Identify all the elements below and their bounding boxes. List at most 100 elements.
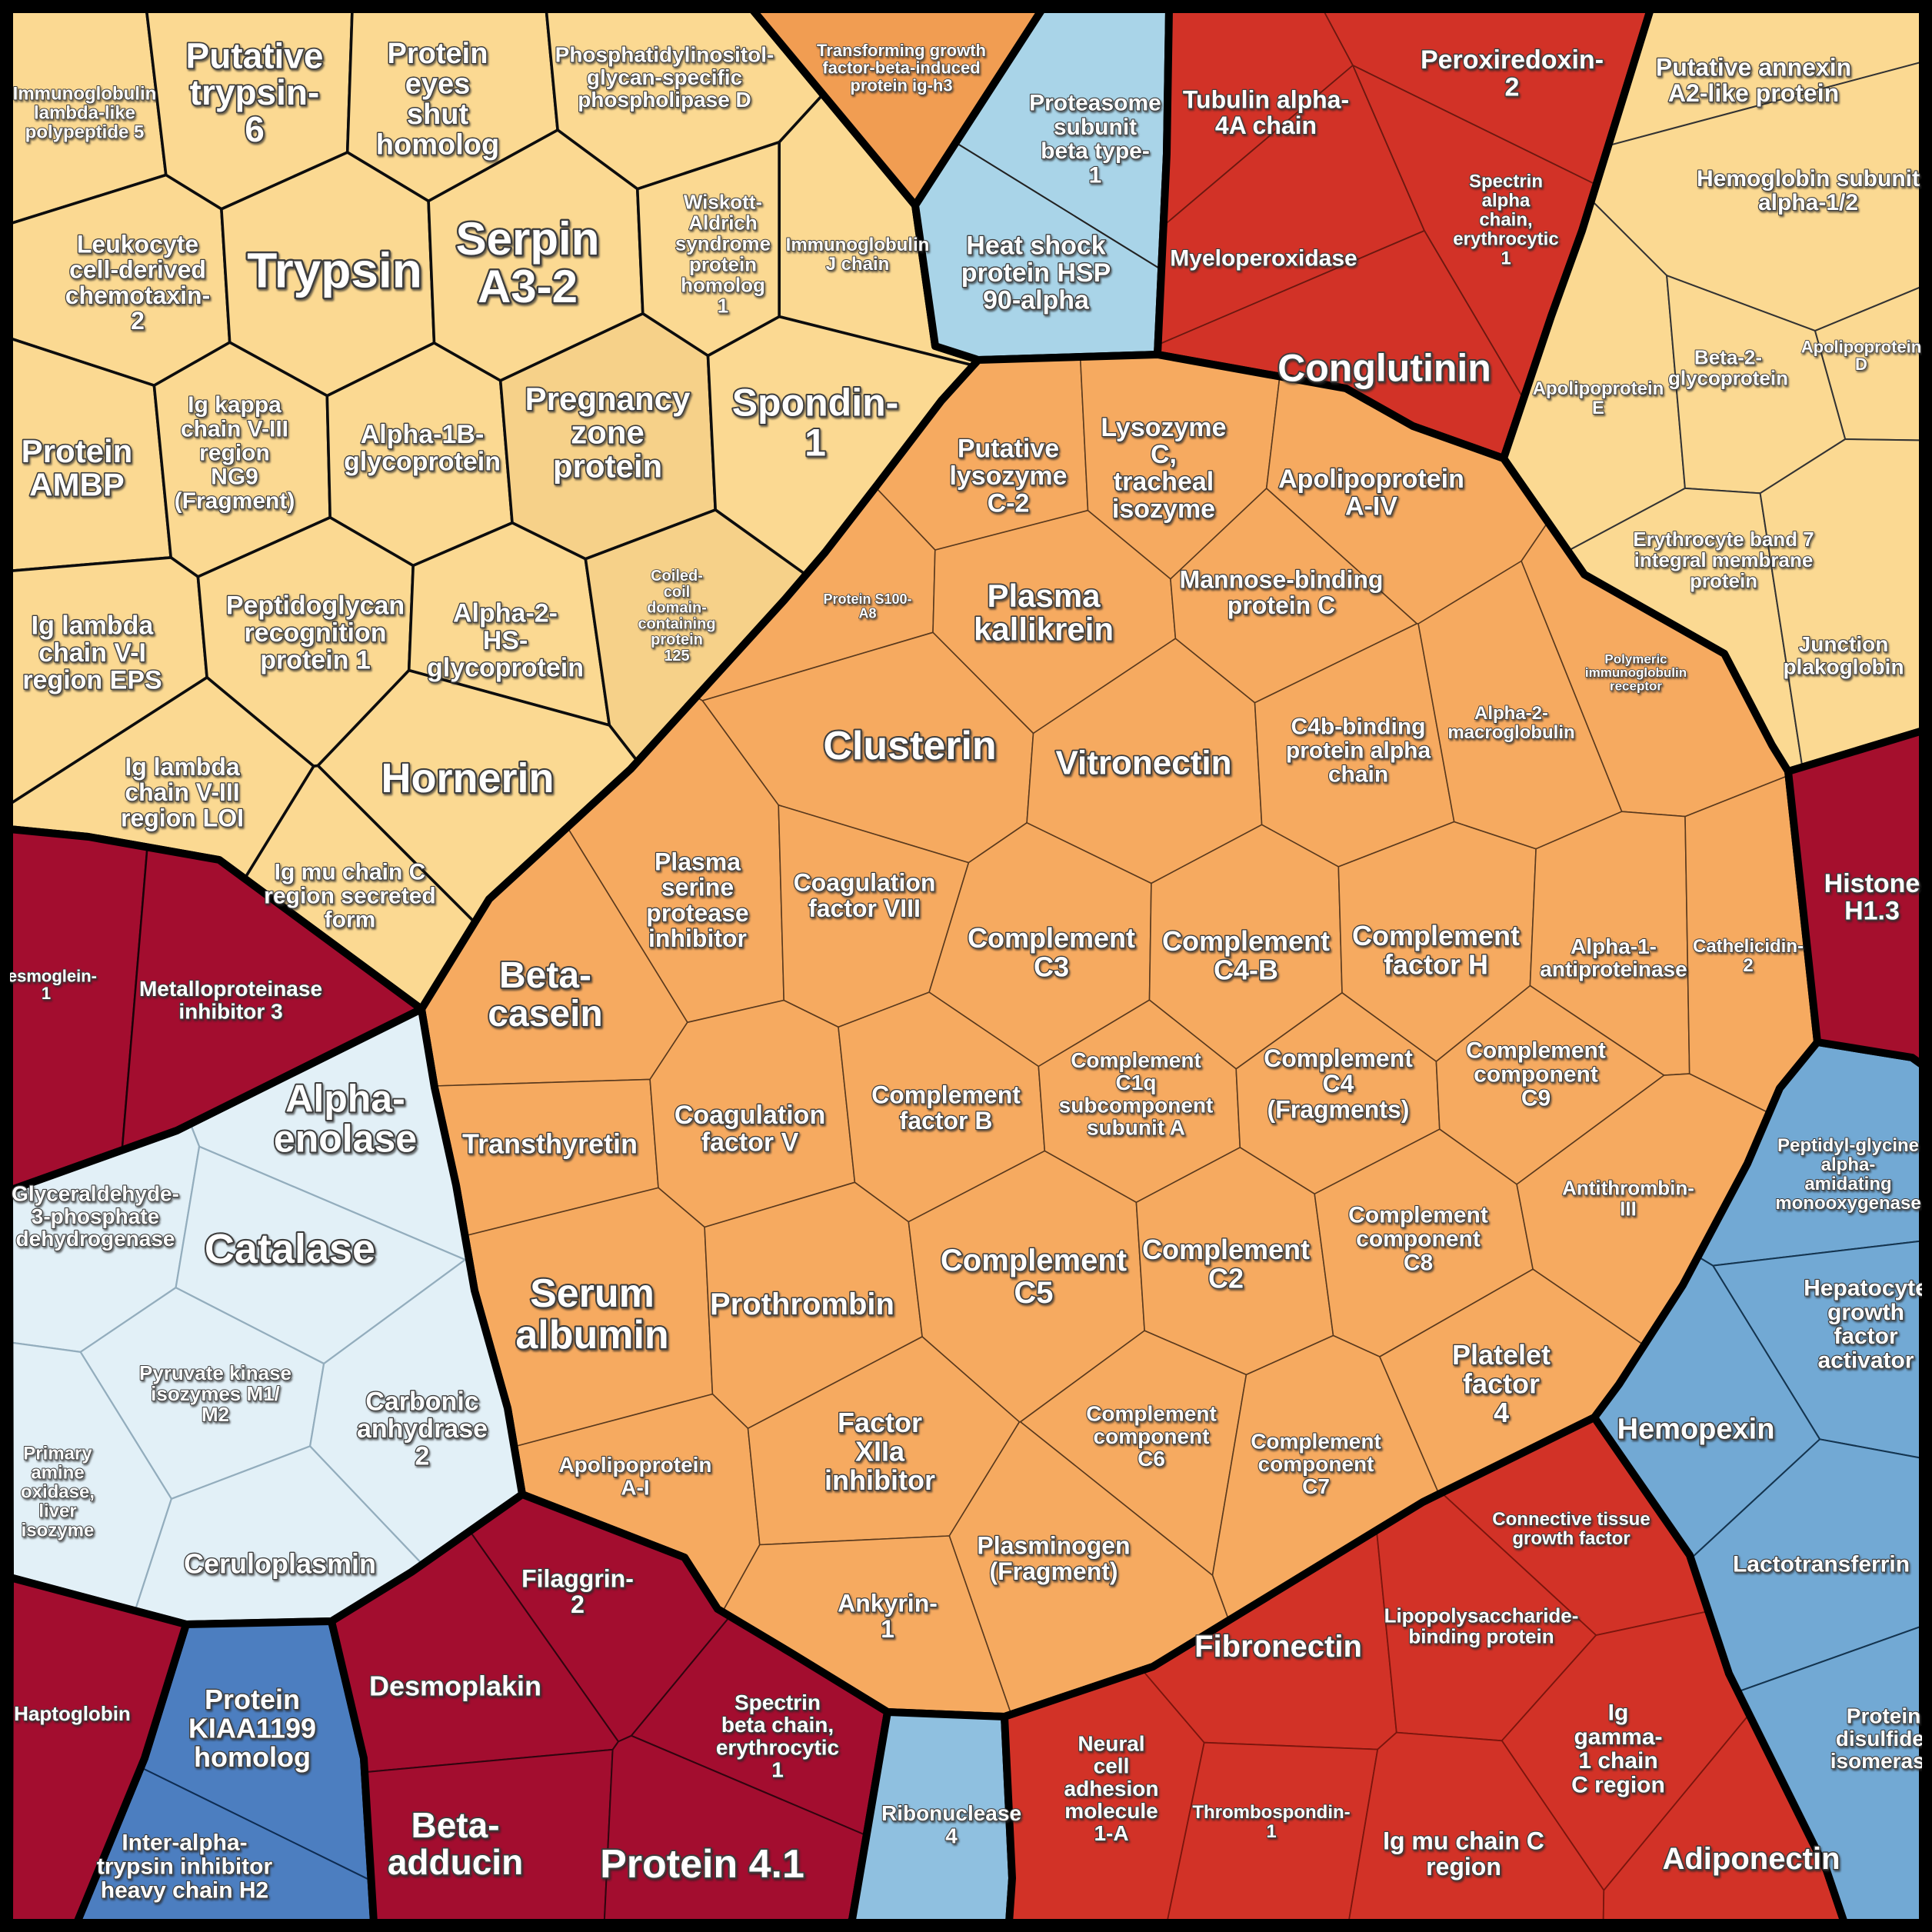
svg-text:Lipopolysaccharide-binding pro: Lipopolysaccharide-binding protein (1384, 1604, 1579, 1648)
svg-text:Phosphatidylinositol-glycan-sp: Phosphatidylinositol-glycan-specific phos… (555, 43, 774, 112)
svg-text:Alpha-1-antiproteinase: Alpha-1-antiproteinase (1540, 934, 1687, 981)
svg-text:Adiponectin: Adiponectin (1662, 1842, 1840, 1876)
svg-text:Prothrombin: Prothrombin (710, 1287, 894, 1321)
svg-text:Beta-adducin: Beta-adducin (388, 1805, 523, 1882)
svg-text:Ceruloplasmin: Ceruloplasmin (184, 1548, 376, 1580)
svg-text:Thrombospondin-1: Thrombospondin-1 (1192, 1802, 1350, 1842)
svg-text:Tubulin alpha-4A chain: Tubulin alpha-4A chain (1183, 86, 1349, 139)
svg-text:Hornerin: Hornerin (381, 755, 554, 801)
svg-text:Filaggrin-2: Filaggrin-2 (521, 1565, 634, 1618)
svg-text:Alpha-2-macroglobulin: Alpha-2-macroglobulin (1447, 703, 1574, 743)
svg-text:Beta-2-glycoprotein: Beta-2-glycoprotein (1668, 346, 1788, 390)
svg-text:Desmoplakin: Desmoplakin (369, 1671, 541, 1702)
svg-text:Peroxiredoxin-2: Peroxiredoxin-2 (1421, 45, 1604, 102)
svg-text:Fibronectin: Fibronectin (1194, 1630, 1362, 1664)
svg-text:Desmoglein-1: Desmoglein-1 (0, 966, 97, 1003)
svg-text:Alpha-2-HS-glycoprotein: Alpha-2-HS-glycoprotein (427, 599, 584, 683)
svg-text:Catalase: Catalase (205, 1226, 375, 1272)
svg-text:Transthyretin: Transthyretin (462, 1128, 638, 1160)
svg-text:Antithrombin-III: Antithrombin-III (1562, 1177, 1694, 1221)
svg-text:Beta-casein: Beta-casein (488, 955, 602, 1034)
svg-text:Trypsin: Trypsin (247, 242, 422, 298)
svg-text:Haptoglobin: Haptoglobin (14, 1702, 131, 1725)
svg-text:Ankyrin-1: Ankyrin-1 (838, 1590, 938, 1643)
svg-text:Cathelicidin-2: Cathelicidin-2 (1693, 936, 1804, 976)
svg-text:Vitronectin: Vitronectin (1055, 744, 1231, 781)
svg-text:Alpha-enolase: Alpha-enolase (274, 1078, 417, 1161)
svg-text:Conglutinin: Conglutinin (1277, 347, 1491, 390)
svg-text:Lactotransferrin: Lactotransferrin (1733, 1552, 1910, 1577)
svg-text:Myeloperoxidase: Myeloperoxidase (1170, 246, 1357, 271)
svg-text:Plasminogen(Fragment): Plasminogen (Fragment) (977, 1532, 1130, 1585)
svg-text:Spondin-1: Spondin-1 (732, 381, 899, 465)
svg-text:Clusterin: Clusterin (823, 724, 996, 768)
svg-text:Hemopexin: Hemopexin (1617, 1413, 1775, 1445)
svg-text:Protein 4.1: Protein 4.1 (600, 1842, 804, 1887)
svg-text:Protein S100-A8: Protein S100-A8 (823, 591, 911, 621)
